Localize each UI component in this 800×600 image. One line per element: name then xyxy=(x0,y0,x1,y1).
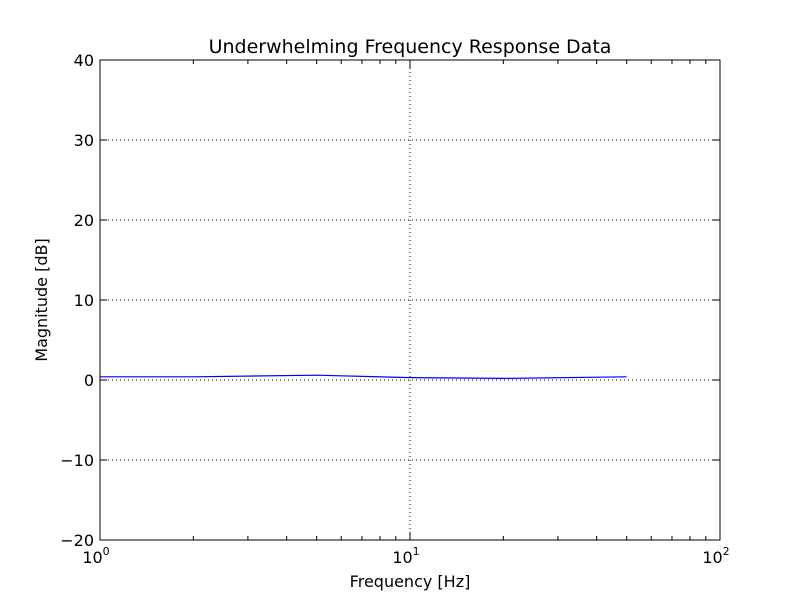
x-axis-label: Frequency [Hz] xyxy=(350,572,471,591)
y-tick-labels: 40 30 20 10 0 −10 −20 xyxy=(60,51,94,550)
x-tick-labels: 100 101 102 xyxy=(82,545,729,567)
x-tick-label: 100 xyxy=(82,545,109,567)
y-tick-label: −10 xyxy=(60,451,94,470)
x-tick-label: 101 xyxy=(392,545,419,567)
y-tick-label: 20 xyxy=(74,211,94,230)
y-tick-label: 30 xyxy=(74,131,94,150)
x-tick-exponent: 1 xyxy=(413,545,420,558)
y-axis-label: Magnitude [dB] xyxy=(32,238,51,361)
x-tick-label: 102 xyxy=(702,545,729,567)
y-tick-label: −20 xyxy=(60,531,94,550)
x-tick-exponent: 2 xyxy=(723,545,730,558)
grid-lines xyxy=(100,60,720,540)
y-tick-label: 10 xyxy=(74,291,94,310)
x-tick-base: 10 xyxy=(392,548,412,567)
plot-frame xyxy=(99,59,721,541)
series-line xyxy=(100,374,627,380)
chart-title: Underwhelming Frequency Response Data xyxy=(209,36,612,58)
y-tick-label: 0 xyxy=(84,371,94,390)
x-tick-base: 10 xyxy=(82,548,102,567)
x-tick-base: 10 xyxy=(702,548,722,567)
series-layer xyxy=(100,374,627,380)
minor-ticks xyxy=(192,60,707,540)
x-tick-exponent: 0 xyxy=(103,545,110,558)
y-tick-label: 40 xyxy=(74,51,94,70)
